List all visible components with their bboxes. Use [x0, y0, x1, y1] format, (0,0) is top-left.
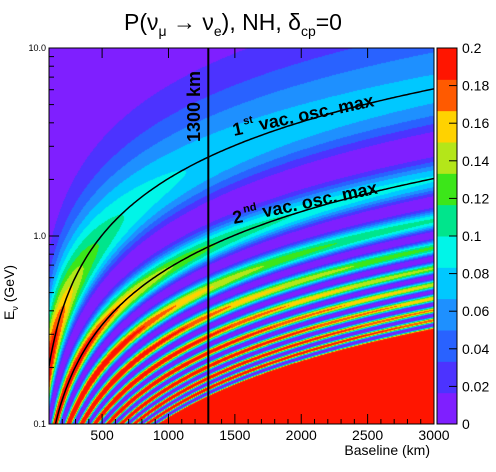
- x-tick-label: 3000: [418, 427, 449, 443]
- z-tick-label: 0.18: [462, 78, 489, 94]
- y-axis-label: Eν (GeV): [1, 265, 20, 320]
- heatmap-surface: [49, 48, 434, 424]
- color-scale-swatch: [437, 298, 457, 331]
- x-tick-label: 500: [90, 427, 114, 443]
- y-axis-ticks: 0.1 1.0 10.0: [28, 43, 59, 429]
- y-tick-label: 1.0: [33, 231, 46, 241]
- z-tick-label: 0.06: [462, 303, 489, 319]
- color-scale-ticks: 0 0.02 0.04 0.06 0.08 0.1 0.12 0.14 0.16 0.18 0.2: [449, 40, 489, 432]
- z-tick-label: 0.1: [462, 228, 482, 244]
- y-tick-label: 0.1: [33, 419, 46, 429]
- z-tick-label: 0.14: [462, 153, 489, 169]
- color-scale-swatch: [437, 79, 457, 112]
- color-scale-swatch: [437, 110, 457, 143]
- y-tick-label: 10.0: [28, 43, 46, 53]
- osc-max-curve-2: [54, 177, 434, 424]
- second-max-label: 2nd vac. osc. max: [230, 176, 379, 228]
- color-scale-swatch: [437, 330, 457, 362]
- z-tick-label: 0.2: [462, 40, 482, 56]
- z-tick-label: 0.04: [462, 341, 489, 357]
- z-tick-label: 0.08: [462, 266, 489, 282]
- x-axis-label: Baseline (km): [344, 442, 430, 458]
- osc-max-curve-1: [49, 88, 434, 367]
- vertical-line-label: 1300 km: [184, 71, 204, 142]
- z-tick-label: 0.12: [462, 190, 489, 206]
- z-tick-label: 0.16: [462, 115, 489, 131]
- oscillation-maximum-curves: [49, 88, 434, 424]
- color-scale-swatch: [437, 204, 457, 237]
- x-tick-label: 2000: [286, 427, 317, 443]
- x-tick-label: 1500: [219, 427, 250, 443]
- color-scale-swatch: [437, 361, 457, 394]
- x-tick-label: 1000: [153, 427, 184, 443]
- color-scale-swatch: [437, 173, 457, 206]
- color-scale-swatch: [437, 142, 457, 174]
- color-scale-swatch: [437, 48, 457, 80]
- color-scale-swatch: [437, 392, 457, 425]
- z-tick-label: 0.02: [462, 378, 489, 394]
- z-tick-label: 0: [462, 416, 470, 432]
- color-scale-swatch: [437, 236, 457, 268]
- x-tick-label: 2500: [352, 427, 383, 443]
- color-scale-swatch: [437, 267, 457, 300]
- chart-title: P(νμ → νe), NH, δcp=0: [124, 9, 342, 39]
- x-axis-ticks: 500 1000 1500 2000 2500 3000: [61, 48, 450, 443]
- color-scale: [437, 48, 457, 425]
